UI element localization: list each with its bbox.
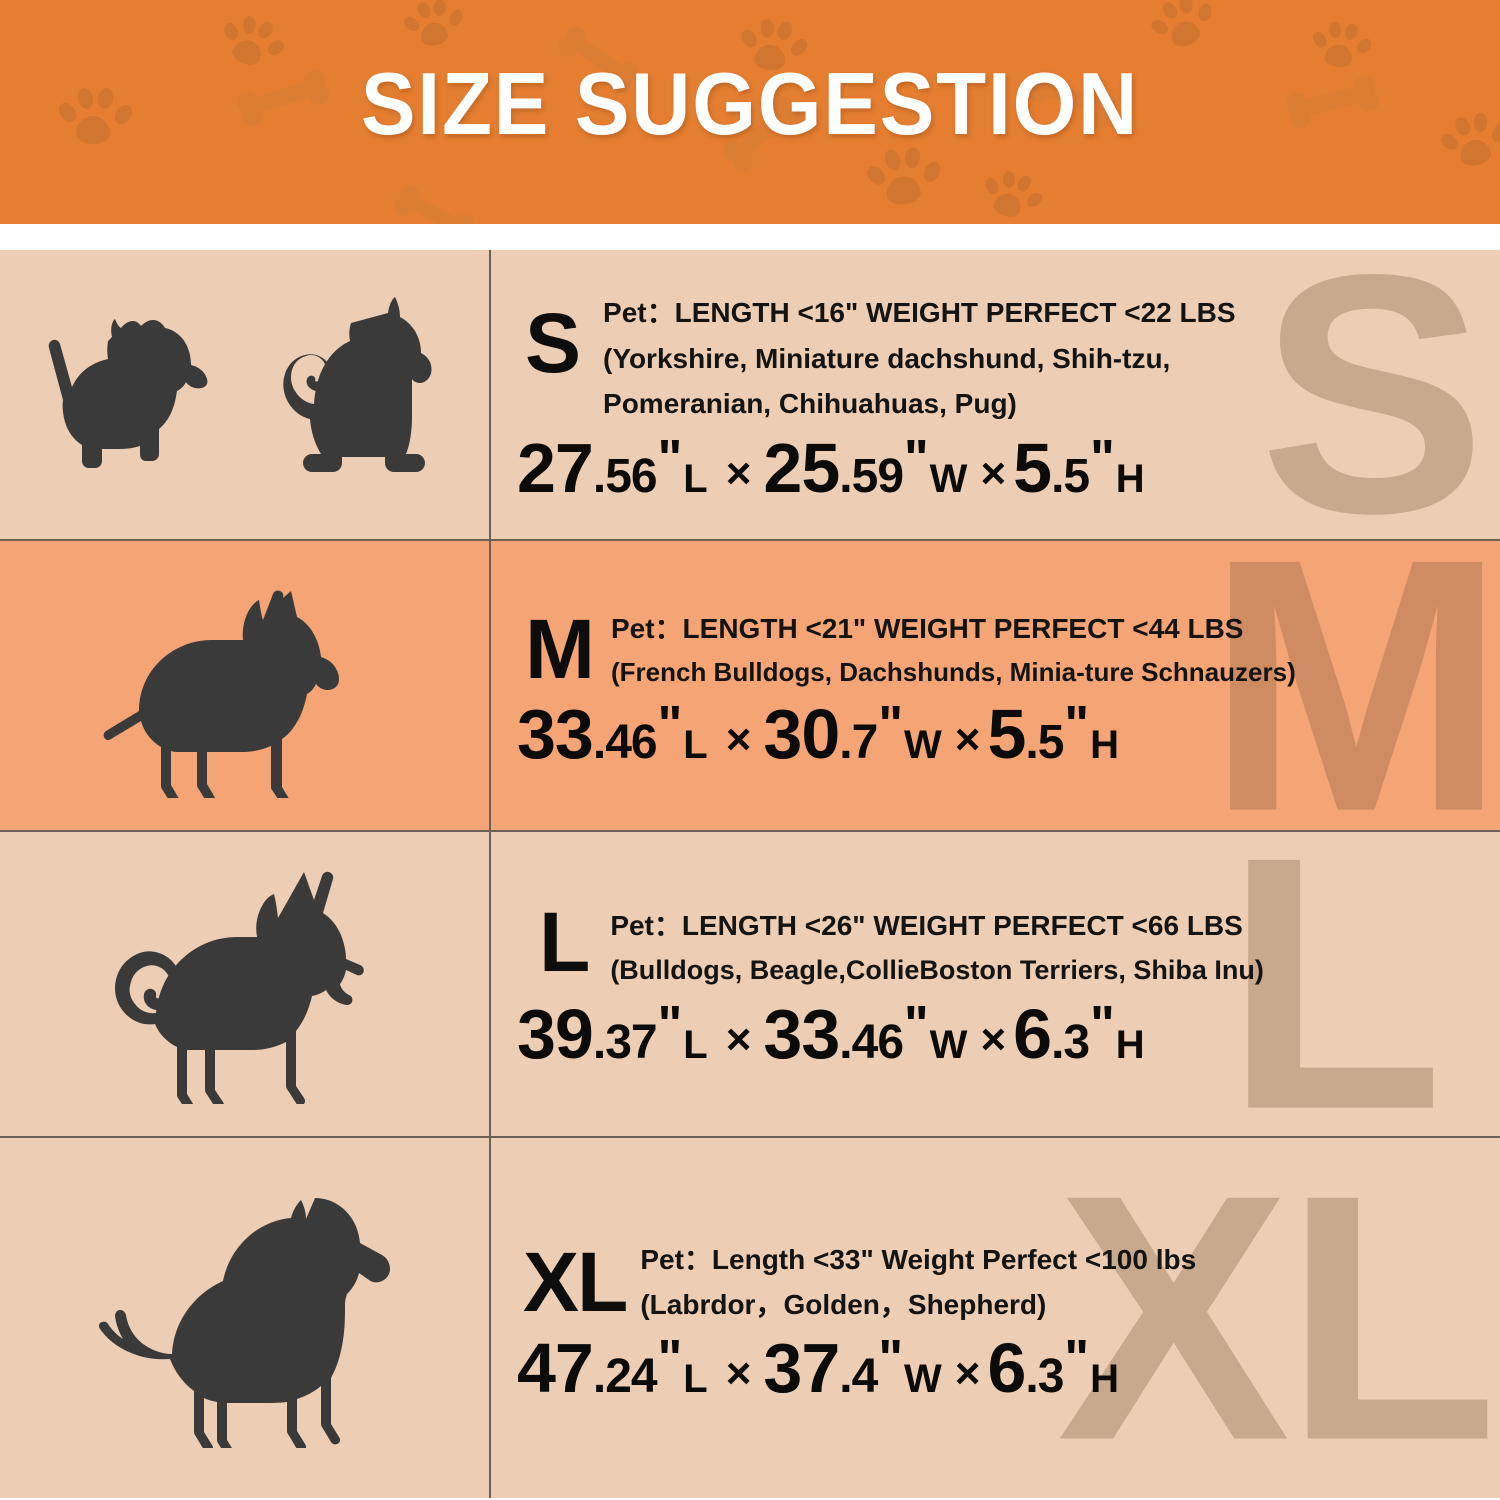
times-separator: × bbox=[725, 1014, 752, 1064]
pet-silhouette-cell bbox=[0, 541, 489, 830]
breed-line: (Yorkshire, Miniature dachshund, Shih-tz… bbox=[603, 342, 1171, 374]
sitting-cat-silhouette bbox=[282, 296, 431, 472]
column-divider bbox=[489, 541, 491, 830]
inch-mark: " bbox=[657, 696, 683, 755]
inch-mark: " bbox=[657, 995, 683, 1054]
length-unit: L bbox=[683, 1357, 708, 1402]
chart-header: SIZE SUGGESTION bbox=[0, 0, 1500, 224]
breed-line: (French Bulldogs, Dachshunds, Minia-ture… bbox=[610, 657, 1296, 688]
times-separator: × bbox=[725, 715, 752, 765]
length-decimal: .24 bbox=[592, 1350, 658, 1404]
length-whole: 27 bbox=[517, 428, 594, 507]
size-info-cell: XL Pet：Length <33" Weight Perfect <100 l… bbox=[491, 1138, 1500, 1498]
table-row[interactable]: XL XL Pet：Length <33" Weight Perfect <10… bbox=[0, 1138, 1500, 1498]
inch-mark: " bbox=[904, 429, 929, 488]
dimensions-line: 33.46 " L × 30.7 " W × 5.5 " H bbox=[517, 699, 1482, 769]
height-whole: 5 bbox=[987, 695, 1026, 774]
length-whole: 39 bbox=[517, 994, 594, 1073]
times-separator: × bbox=[954, 1349, 981, 1399]
height-decimal: .5 bbox=[1051, 449, 1090, 503]
inch-mark: " bbox=[1064, 696, 1090, 755]
dimensions-line: 47.24 " L × 37.4 " W × 6.3 " H bbox=[517, 1333, 1482, 1403]
pet-silhouette-cell bbox=[0, 832, 489, 1136]
column-divider bbox=[489, 832, 491, 1136]
length-whole: 33 bbox=[517, 695, 594, 774]
inch-mark: " bbox=[1090, 995, 1115, 1054]
length-unit: L bbox=[683, 723, 708, 768]
column-divider bbox=[489, 1138, 491, 1498]
breed-line: (Labrdor，Golden，Shepherd) bbox=[640, 1289, 1047, 1320]
size-label: XL bbox=[523, 1234, 628, 1329]
breed-line: Pomeranian, Chihuahuas, Pug) bbox=[603, 388, 1017, 420]
spec-line: Pet：Length <33" Weight Perfect <100 lbs bbox=[640, 1243, 1197, 1275]
times-separator: × bbox=[725, 1349, 752, 1399]
inch-mark: " bbox=[878, 696, 903, 755]
size-label: L bbox=[539, 895, 591, 990]
length-whole: 47 bbox=[517, 1329, 594, 1408]
dimensions-line: 39.37 " L × 33.46 " W × 6.3 " H bbox=[517, 999, 1482, 1069]
spec-line: Pet：LENGTH <21" WEIGHT PERFECT <44 LBS bbox=[610, 612, 1244, 644]
inch-mark: " bbox=[1064, 1330, 1090, 1389]
table-row[interactable]: L L Pet：LENGTH <26" WEIGHT PERFECT <66 L… bbox=[0, 832, 1500, 1138]
inch-mark: " bbox=[657, 429, 683, 488]
length-decimal: .46 bbox=[592, 716, 658, 770]
inch-mark: " bbox=[878, 1330, 903, 1389]
times-separator: × bbox=[725, 448, 752, 498]
width-unit: W bbox=[929, 456, 968, 501]
size-label: M bbox=[525, 601, 595, 696]
height-whole: 5 bbox=[1013, 428, 1052, 507]
width-decimal: .7 bbox=[839, 716, 878, 770]
height-unit: H bbox=[1090, 1357, 1119, 1402]
inch-mark: " bbox=[1090, 429, 1115, 488]
golden-retriever-silhouette bbox=[98, 1198, 390, 1448]
width-decimal: .46 bbox=[839, 1015, 904, 1069]
terrier-dog-silhouette bbox=[48, 318, 207, 468]
length-unit: L bbox=[683, 456, 708, 501]
shiba-inu-silhouette bbox=[114, 871, 364, 1104]
table-row[interactable]: S S Pet：LENGTH <16" WEIGHT PERFECT <22 L… bbox=[0, 250, 1500, 541]
size-info-cell: L Pet：LENGTH <26" WEIGHT PERFECT <66 LBS… bbox=[491, 832, 1500, 1136]
dimensions-line: 27.56 " L × 25.59 " W × 5.5 " H bbox=[517, 433, 1482, 503]
times-separator: × bbox=[980, 448, 1007, 498]
times-separator: × bbox=[954, 715, 981, 765]
inch-mark: " bbox=[904, 995, 929, 1054]
height-decimal: .5 bbox=[1025, 716, 1064, 770]
spec-line: Pet：LENGTH <16" WEIGHT PERFECT <22 LBS bbox=[603, 297, 1236, 329]
width-unit: W bbox=[929, 1022, 968, 1067]
page-title: SIZE SUGGESTION bbox=[360, 54, 1140, 153]
size-table: S S Pet：LENGTH <16" WEIGHT PERFECT <22 L… bbox=[0, 250, 1500, 1500]
french-bulldog-silhouette bbox=[103, 590, 339, 798]
pet-silhouette-cell bbox=[0, 1138, 489, 1498]
breed-line: (Bulldogs, Beagle,CollieBoston Terriers,… bbox=[610, 954, 1264, 985]
height-whole: 6 bbox=[1013, 994, 1052, 1073]
width-decimal: .4 bbox=[839, 1350, 878, 1404]
width-decimal: .59 bbox=[839, 449, 904, 503]
height-decimal: .3 bbox=[1025, 1350, 1064, 1404]
length-unit: L bbox=[683, 1022, 708, 1067]
inch-mark: " bbox=[657, 1330, 683, 1389]
height-unit: H bbox=[1090, 723, 1119, 768]
width-whole: 37 bbox=[763, 1329, 840, 1408]
paw-pattern-background bbox=[0, 0, 1500, 224]
width-whole: 33 bbox=[763, 994, 840, 1073]
size-info-cell: S Pet：LENGTH <16" WEIGHT PERFECT <22 LBS… bbox=[491, 250, 1500, 539]
length-decimal: .56 bbox=[592, 449, 658, 503]
length-decimal: .37 bbox=[592, 1015, 658, 1069]
height-decimal: .3 bbox=[1051, 1015, 1090, 1069]
size-info-cell: M Pet：LENGTH <21" WEIGHT PERFECT <44 LBS… bbox=[491, 541, 1500, 830]
column-divider bbox=[489, 250, 491, 539]
width-unit: W bbox=[903, 723, 942, 768]
height-unit: H bbox=[1115, 456, 1145, 501]
size-label: S bbox=[525, 296, 582, 391]
width-unit: W bbox=[903, 1357, 942, 1402]
width-whole: 25 bbox=[763, 428, 840, 507]
width-whole: 30 bbox=[763, 695, 840, 774]
times-separator: × bbox=[980, 1014, 1007, 1064]
height-unit: H bbox=[1115, 1022, 1145, 1067]
pet-silhouette-cell bbox=[0, 250, 489, 539]
height-whole: 6 bbox=[987, 1329, 1026, 1408]
table-row[interactable]: M M Pet：LENGTH <21" WEIGHT PERFECT <44 L… bbox=[0, 541, 1500, 832]
spec-line: Pet：LENGTH <26" WEIGHT PERFECT <66 LBS bbox=[610, 910, 1243, 942]
